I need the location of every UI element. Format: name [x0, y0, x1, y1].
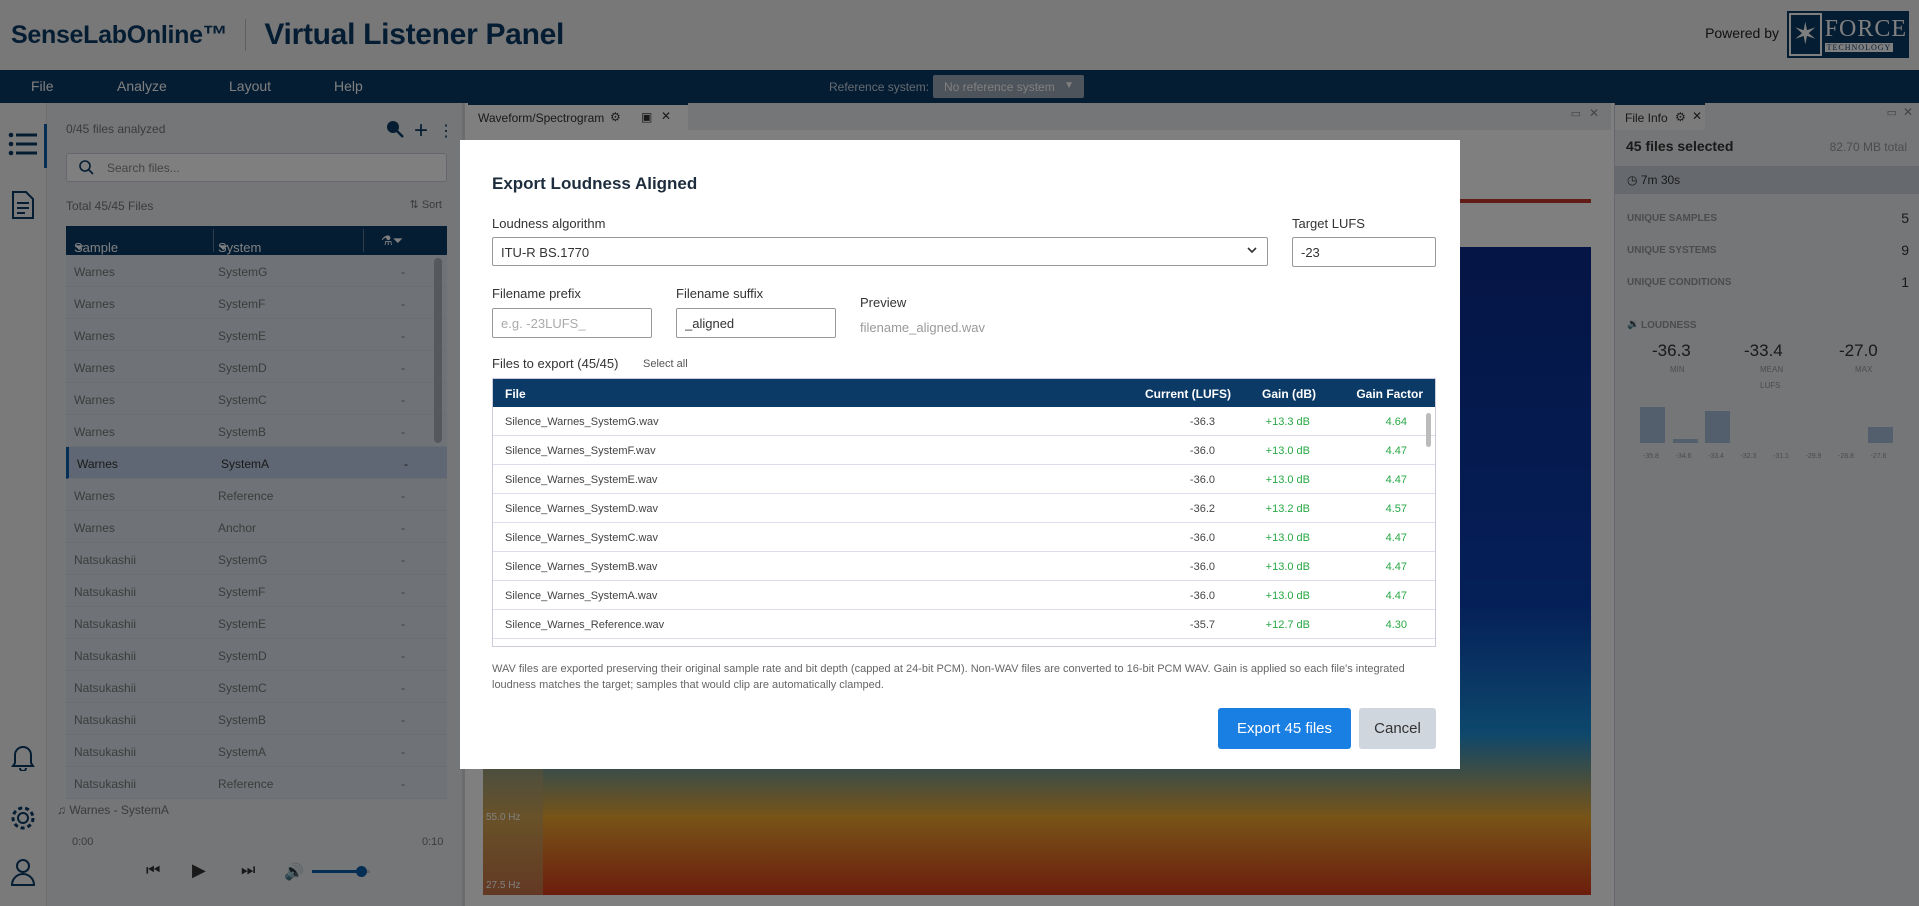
export-row[interactable]: Silence_Warnes_SystemG.wav -36.3 +13.3 dB 4… [493, 407, 1435, 436]
prefix-input[interactable] [492, 308, 652, 338]
col-gain: Gain (dB) [1262, 387, 1316, 401]
gain-factor-cell: 4.64 [1385, 416, 1407, 428]
file-name-cell: Silence_Warnes_SystemA.wav [505, 590, 658, 602]
current-lufs-cell: -36.0 [1189, 474, 1215, 486]
cancel-button[interactable]: Cancel [1359, 708, 1436, 749]
dialog-title: Export Loudness Aligned [492, 174, 698, 193]
col-file: File [505, 387, 526, 401]
suffix-label: Filename suffix [676, 286, 764, 301]
export-files-table: File Current (LUFS) Gain (dB) Gain Facto… [492, 378, 1436, 647]
export-loudness-dialog: Export Loudness Aligned Loudness algorit… [460, 140, 1460, 769]
col-current: Current (LUFS) [1145, 387, 1231, 401]
preview-label: Preview [860, 295, 907, 310]
file-name-cell: Silence_Warnes_SystemC.wav [505, 532, 659, 544]
gain-db-cell: +13.0 dB [1265, 532, 1310, 544]
gain-db-cell: +13.2 dB [1265, 503, 1310, 515]
algorithm-select[interactable]: ITU-R BS.1770 [492, 237, 1268, 266]
current-lufs-cell: -36.0 [1189, 561, 1215, 573]
algorithm-value: ITU-R BS.1770 [501, 245, 590, 260]
file-name-cell: Silence_Warnes_Reference.wav [505, 619, 665, 631]
prefix-label: Filename prefix [492, 286, 581, 301]
gain-db-cell: +13.0 dB [1265, 590, 1310, 602]
gain-db-cell: +13.0 dB [1265, 474, 1310, 486]
file-name-cell: Silence_Warnes_SystemF.wav [505, 445, 656, 457]
gain-factor-cell: 4.30 [1385, 619, 1407, 631]
suffix-input[interactable] [676, 308, 836, 338]
current-lufs-cell: -36.0 [1189, 532, 1215, 544]
export-row[interactable]: Silence_Warnes_SystemD.wav -36.2 +13.2 dB 4… [493, 494, 1435, 523]
files-to-export-label: Files to export (45/45) [492, 356, 619, 371]
export-row[interactable]: Silence_Warnes_SystemC.wav -36.0 +13.0 dB 4… [493, 523, 1435, 552]
current-lufs-cell: -36.2 [1189, 503, 1215, 515]
file-name-cell: Silence_Warnes_SystemD.wav [505, 503, 659, 515]
file-name-cell: Silence_Warnes_SystemG.wav [505, 416, 659, 428]
gain-db-cell: +13.3 dB [1265, 416, 1310, 428]
gain-factor-cell: 4.57 [1385, 503, 1407, 515]
select-all-link[interactable]: Select all [643, 358, 688, 370]
current-lufs-cell: -36.0 [1189, 445, 1215, 457]
gain-factor-cell: 4.47 [1385, 590, 1407, 602]
current-lufs-cell: -36.3 [1189, 416, 1215, 428]
col-gain-factor: Gain Factor [1356, 387, 1423, 401]
gain-db-cell: +12.7 dB [1265, 619, 1310, 631]
export-button[interactable]: Export 45 files [1218, 708, 1351, 749]
export-table-header: File Current (LUFS) Gain (dB) Gain Facto… [493, 379, 1435, 407]
chevron-down-icon [1245, 243, 1259, 260]
gain-factor-cell: 4.47 [1385, 474, 1407, 486]
target-lufs-input[interactable] [1292, 237, 1436, 267]
export-row[interactable]: Silence_Warnes_Reference.wav -35.7 +12.7 d… [493, 610, 1435, 639]
algorithm-label: Loudness algorithm [492, 216, 606, 231]
current-lufs-cell: -35.7 [1189, 619, 1215, 631]
gain-factor-cell: 4.47 [1385, 561, 1407, 573]
gain-factor-cell: 4.47 [1385, 532, 1407, 544]
preview-value: filename_aligned.wav [860, 320, 986, 335]
export-table-scrollbar[interactable] [1426, 413, 1431, 447]
export-row[interactable]: Silence_Warnes_SystemF.wav -36.0 +13.0 dB 4… [493, 436, 1435, 465]
gain-db-cell: +13.0 dB [1265, 445, 1310, 457]
target-lufs-label: Target LUFS [1292, 216, 1365, 231]
export-row[interactable]: Silence_Warnes_SystemE.wav -36.0 +13.0 dB 4… [493, 465, 1435, 494]
export-note: WAV files are exported preserving their … [492, 663, 1405, 691]
export-row[interactable]: Silence_Warnes_SystemA.wav -36.0 +13.0 dB 4… [493, 581, 1435, 610]
gain-db-cell: +13.0 dB [1265, 561, 1310, 573]
gain-factor-cell: 4.47 [1385, 445, 1407, 457]
file-name-cell: Silence_Warnes_SystemE.wav [505, 474, 658, 486]
export-row[interactable]: Silence_Warnes_SystemB.wav -36.0 +13.0 dB 4… [493, 552, 1435, 581]
export-table-body: Silence_Warnes_SystemG.wav -36.3 +13.3 dB 4… [493, 407, 1435, 639]
current-lufs-cell: -36.0 [1189, 590, 1215, 602]
file-name-cell: Silence_Warnes_SystemB.wav [505, 561, 658, 573]
